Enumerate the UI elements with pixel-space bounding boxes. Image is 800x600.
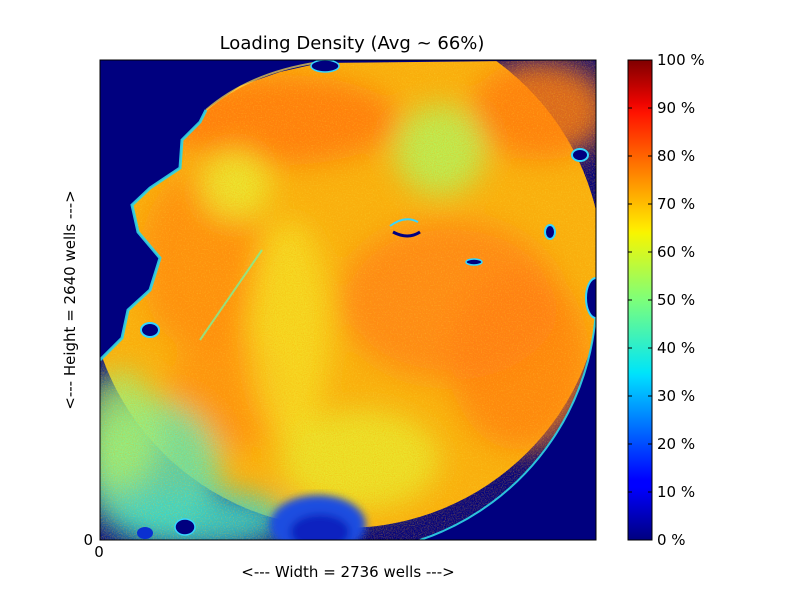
colorbar-tick-label: 100 % bbox=[657, 51, 705, 69]
colorbar-tick-label: 50 % bbox=[657, 291, 695, 309]
chart-title: Loading Density (Avg ~ 66%) bbox=[220, 33, 485, 54]
colorbar-tick-label: 70 % bbox=[657, 195, 695, 213]
colorbar-tick-label: 60 % bbox=[657, 243, 695, 261]
heatmap bbox=[100, 60, 596, 540]
plot-frame bbox=[99, 59, 597, 541]
colorbar-tick-label: 10 % bbox=[657, 483, 695, 501]
y-tick-label: 0 bbox=[83, 531, 93, 549]
x-tick-label: 0 bbox=[94, 543, 104, 561]
colorbar-ticks: 0 % 10 % 20 % 30 % 40 % 50 % 60 % 70 % 80 % 90 % 1… bbox=[628, 51, 705, 549]
x-axis-label: <--- Width = 2736 wells ---> bbox=[241, 563, 454, 581]
colorbar: 0 % 10 % 20 % 30 % 40 % 50 % 60 % 70 % 80 % 90 % 1… bbox=[627, 51, 705, 549]
colorbar-tick-label: 20 % bbox=[657, 435, 695, 453]
colorbar-tick-label: 80 % bbox=[657, 147, 695, 165]
colorbar-tick-label: 40 % bbox=[657, 339, 695, 357]
colorbar-tick-label: 0 % bbox=[657, 531, 686, 549]
colorbar-tick-label: 90 % bbox=[657, 99, 695, 117]
y-axis-label: <--- Height = 2640 wells ---> bbox=[61, 190, 79, 409]
colorbar-tick-label: 30 % bbox=[657, 387, 695, 405]
